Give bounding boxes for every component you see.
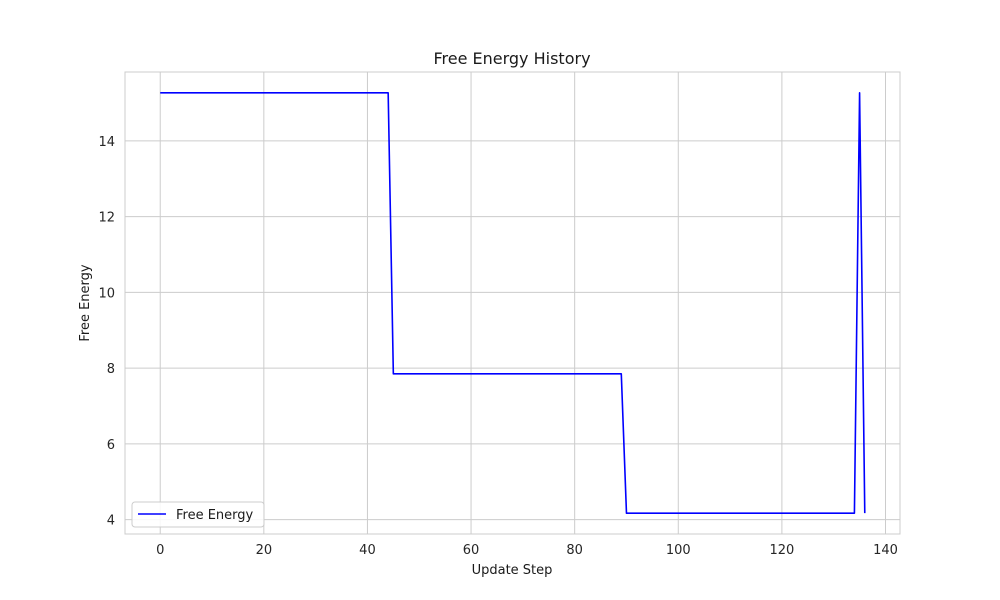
x-tick-label: 40 <box>359 543 376 558</box>
legend-label: Free Energy <box>176 508 254 523</box>
series-lines <box>160 92 866 514</box>
y-tick-labels: 4 6 8 10 12 14 <box>98 135 115 529</box>
y-tick-label: 14 <box>98 135 115 150</box>
series-line-free-energy <box>160 92 866 514</box>
x-tick-label: 0 <box>156 543 164 558</box>
x-tick-label: 120 <box>769 543 794 558</box>
chart-title: Free Energy History <box>433 49 590 68</box>
legend: Free Energy <box>131 501 265 528</box>
y-tick-label: 10 <box>98 286 115 301</box>
plot-area <box>124 71 901 535</box>
legend-box <box>131 501 265 528</box>
x-tick-label: 60 <box>463 543 480 558</box>
x-tick-labels: 0 20 40 60 80 100 120 140 <box>156 543 898 558</box>
y-tick-label: 4 <box>107 514 115 529</box>
x-tick-label: 140 <box>873 543 898 558</box>
x-tick-label: 20 <box>256 543 273 558</box>
x-tick-label: 80 <box>566 543 583 558</box>
x-tick-label: 100 <box>666 543 691 558</box>
y-tick-label: 6 <box>107 438 115 453</box>
y-tick-label: 12 <box>98 211 115 226</box>
y-tick-label: 8 <box>107 362 115 377</box>
y-axis-label: Free Energy <box>78 264 93 342</box>
x-axis-label: Update Step <box>472 563 553 578</box>
